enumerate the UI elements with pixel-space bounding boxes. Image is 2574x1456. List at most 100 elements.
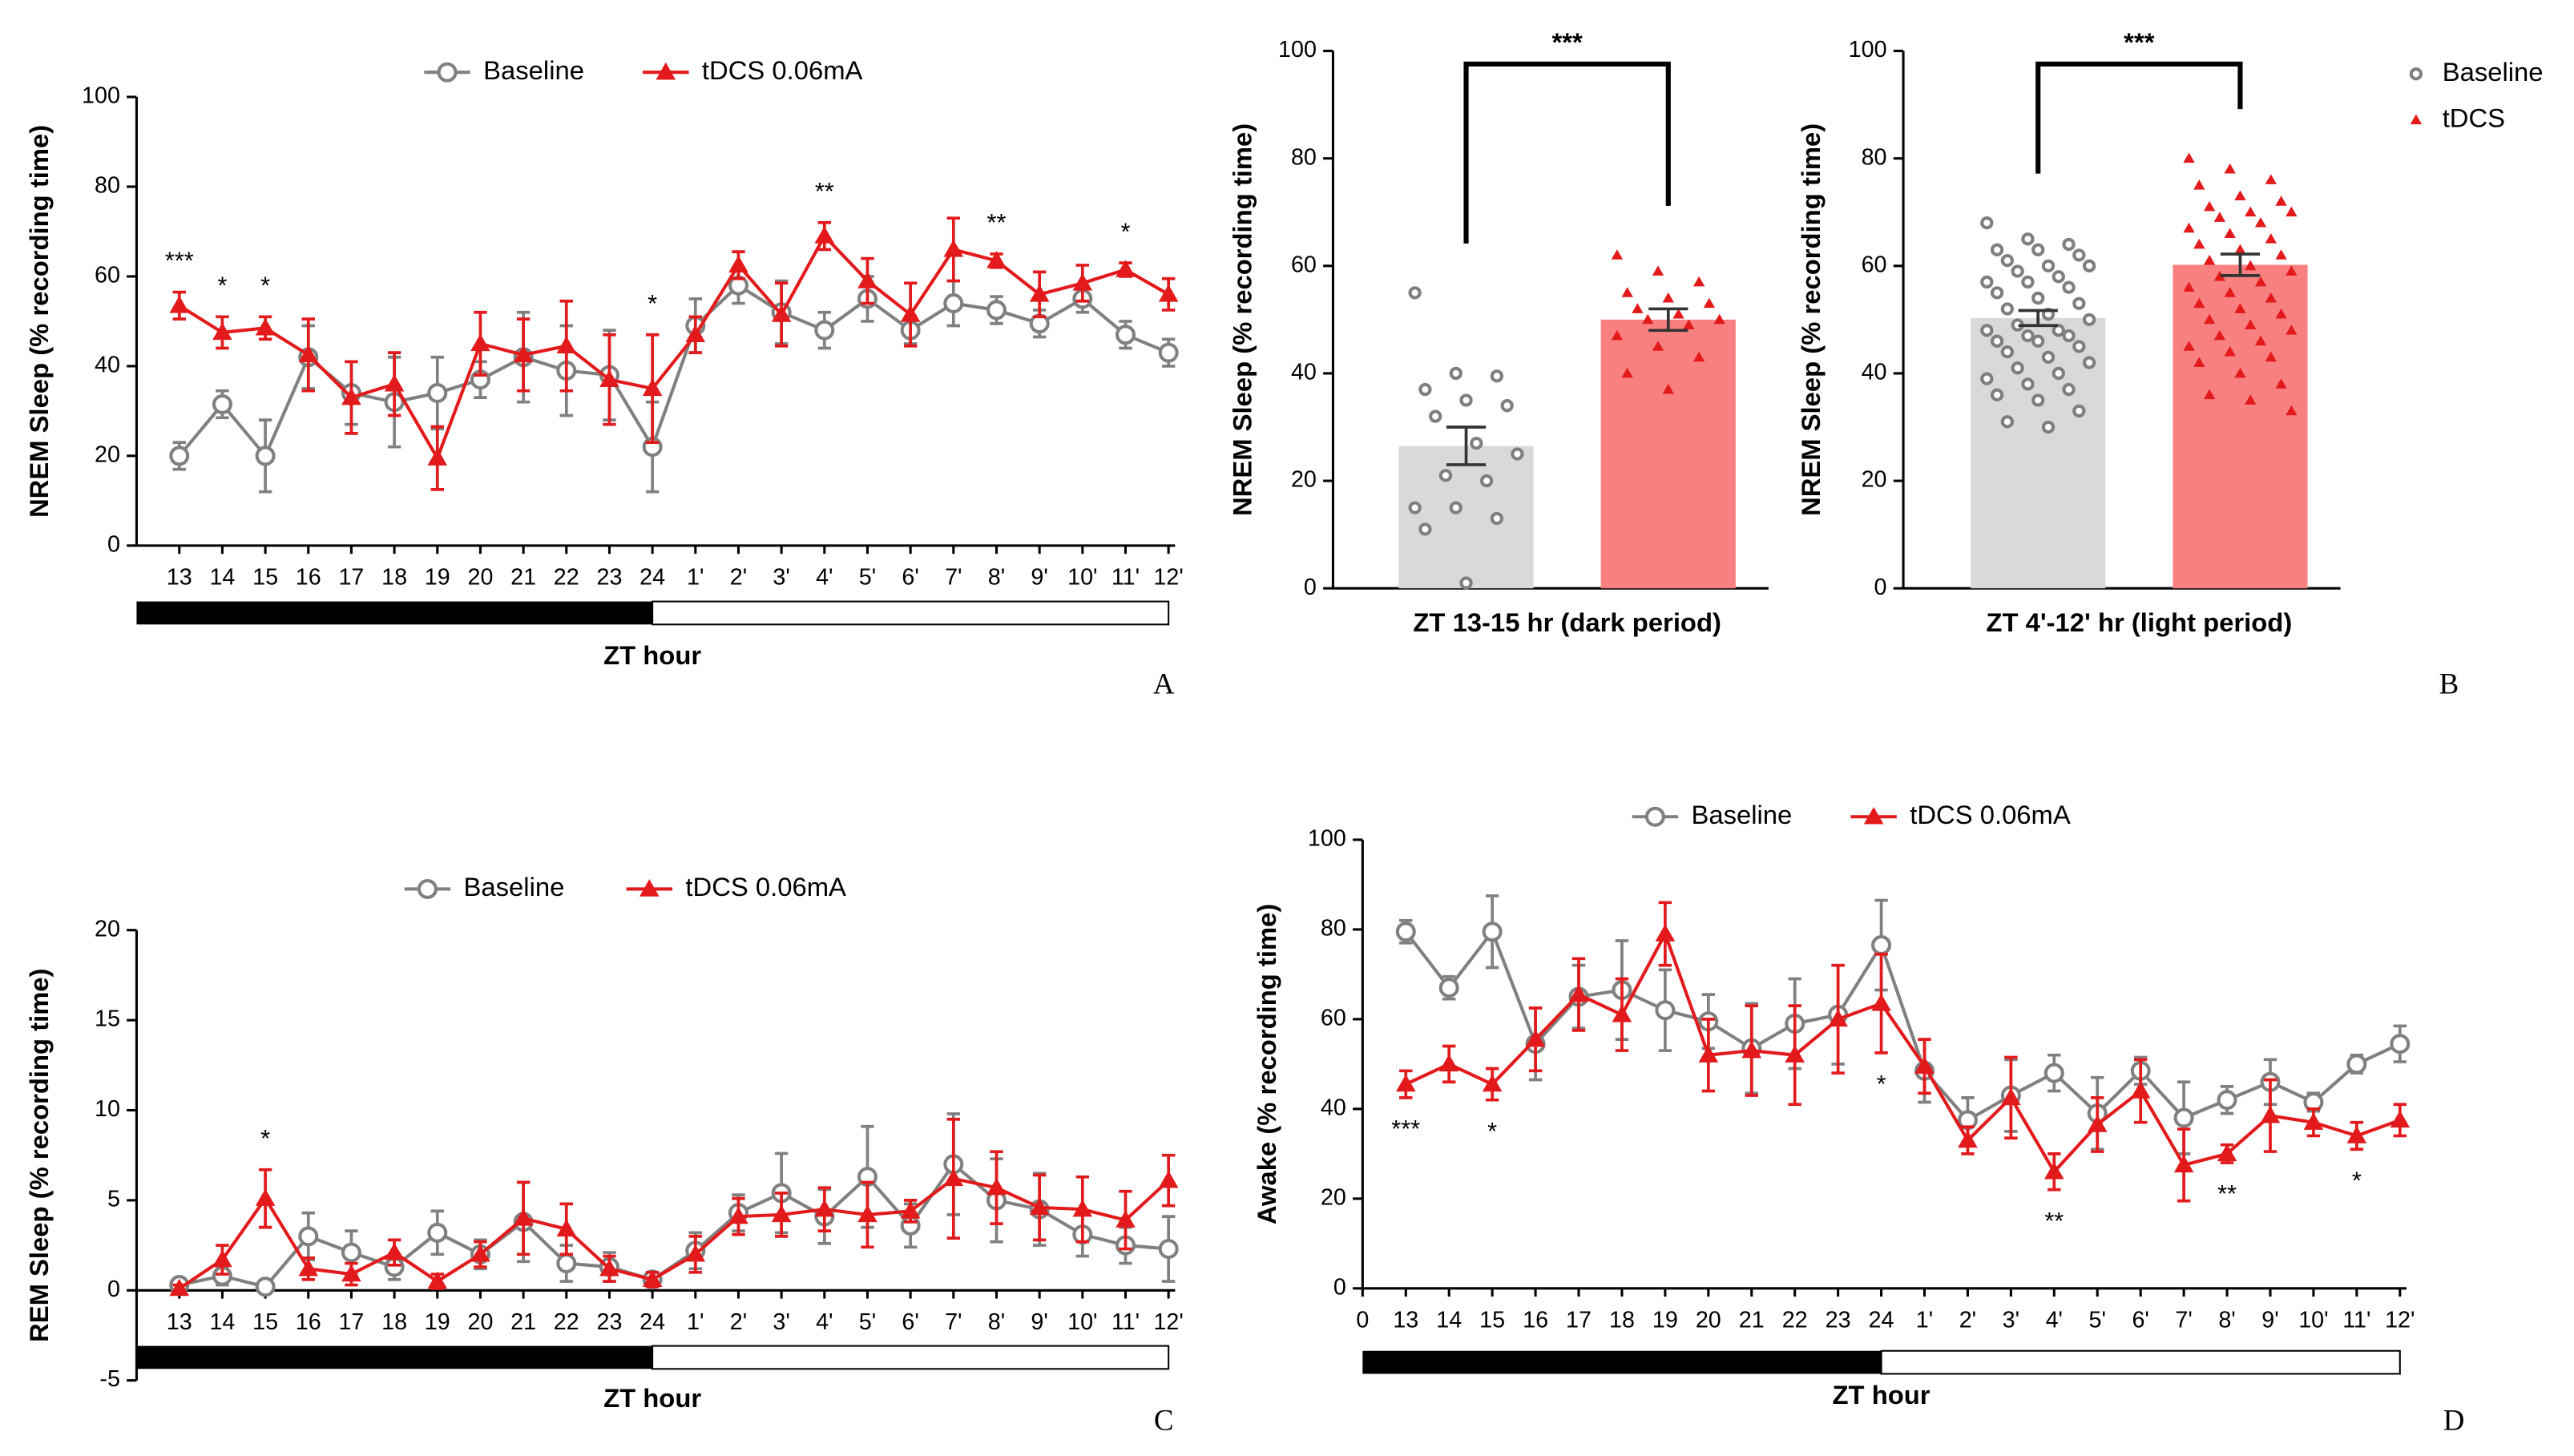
data-point bbox=[2286, 405, 2298, 416]
bar bbox=[1600, 319, 1736, 589]
data-point bbox=[2234, 303, 2246, 313]
error-bar bbox=[2220, 252, 2261, 277]
marker bbox=[2217, 1143, 2237, 1162]
x-tick-label: 3' bbox=[2003, 1307, 2019, 1333]
data-point bbox=[2031, 334, 2045, 348]
y-tick-label: 60 bbox=[1321, 1005, 1346, 1030]
y-tick-label: 0 bbox=[1874, 575, 1887, 600]
data-point bbox=[1418, 522, 1432, 536]
x-tick-label: 14 bbox=[1436, 1307, 1462, 1333]
data-point bbox=[2183, 152, 2195, 163]
marker bbox=[771, 1204, 792, 1223]
marker bbox=[1785, 1045, 1805, 1063]
dark-period-bar bbox=[136, 601, 653, 625]
data-point bbox=[2011, 264, 2024, 278]
marker bbox=[556, 1253, 577, 1274]
significance-label: ** bbox=[2217, 1180, 2237, 1208]
data-point bbox=[2245, 206, 2257, 217]
x-tick-label: 4' bbox=[2046, 1307, 2063, 1333]
marker bbox=[943, 1168, 964, 1187]
bar bbox=[1398, 446, 1534, 589]
marker bbox=[2087, 1115, 2108, 1132]
legend-marker bbox=[639, 879, 660, 897]
x-tick-label: 18 bbox=[381, 564, 407, 590]
data-point bbox=[2041, 350, 2056, 364]
data-point bbox=[1662, 292, 1674, 303]
x-tick-label: 23 bbox=[596, 564, 622, 590]
y-tick-label: 20 bbox=[1862, 467, 1887, 493]
x-tick-label: 24 bbox=[639, 1309, 665, 1335]
data-point bbox=[2265, 292, 2277, 303]
marker bbox=[341, 1242, 361, 1263]
y-tick-label: 80 bbox=[1321, 916, 1346, 942]
legend-label: Baseline bbox=[2443, 57, 2544, 87]
significance-label: *** bbox=[165, 247, 194, 275]
x-tick-label: 2' bbox=[730, 1309, 747, 1335]
y-tick-label: 15 bbox=[95, 1006, 120, 1032]
marker bbox=[1029, 284, 1050, 302]
data-point bbox=[2072, 296, 2086, 310]
marker bbox=[642, 378, 663, 397]
data-point bbox=[2082, 356, 2096, 369]
marker bbox=[1482, 922, 1503, 942]
marker bbox=[212, 393, 232, 415]
data-point bbox=[2234, 190, 2246, 201]
significance-label: * bbox=[217, 272, 227, 300]
y-tick-label: 100 bbox=[1308, 826, 1346, 852]
data-point bbox=[1511, 447, 1524, 461]
x-tick-label: 7' bbox=[945, 564, 962, 590]
data-point bbox=[2072, 340, 2086, 353]
marker bbox=[2043, 1063, 2064, 1083]
data-point bbox=[2213, 212, 2226, 222]
data-point bbox=[2052, 270, 2065, 284]
data-point bbox=[1449, 366, 1462, 381]
x-tick-label: 13 bbox=[1393, 1307, 1418, 1333]
x-tick-label: 19 bbox=[425, 564, 450, 590]
marker bbox=[1438, 1054, 1459, 1072]
data-point bbox=[1642, 313, 1654, 325]
data-point bbox=[2021, 329, 2035, 343]
x-tick-label: 22 bbox=[1782, 1307, 1808, 1333]
x-tick-label: 10' bbox=[1067, 564, 1097, 590]
marker bbox=[255, 446, 276, 466]
legend-marker bbox=[417, 878, 438, 899]
series-line bbox=[1405, 930, 2401, 1175]
x-tick-label: 14 bbox=[209, 1309, 235, 1335]
data-point bbox=[2052, 366, 2065, 381]
marker bbox=[1158, 1170, 1179, 1188]
data-point bbox=[2062, 329, 2076, 343]
y-tick-label: 40 bbox=[95, 352, 120, 377]
legend-marker bbox=[1644, 806, 1665, 827]
marker bbox=[1115, 325, 1136, 345]
x-axis-label: ZT hour bbox=[603, 640, 701, 670]
data-point bbox=[2193, 357, 2205, 367]
marker bbox=[2390, 1110, 2411, 1128]
data-point bbox=[2000, 345, 2015, 359]
legend-marker bbox=[656, 62, 676, 80]
data-point bbox=[2203, 313, 2216, 325]
data-point bbox=[2203, 200, 2216, 212]
marker bbox=[255, 1188, 276, 1206]
data-point bbox=[2193, 179, 2205, 190]
marker bbox=[1029, 1197, 1050, 1216]
significance-label: * bbox=[260, 1124, 270, 1152]
marker bbox=[341, 1264, 361, 1282]
data-point bbox=[2021, 275, 2035, 289]
data-point bbox=[2082, 313, 2096, 327]
x-tick-label: 2' bbox=[1959, 1307, 1976, 1333]
data-point bbox=[1692, 276, 1705, 287]
data-point bbox=[2031, 291, 2045, 305]
marker bbox=[1741, 1040, 1762, 1059]
x-axis-label: ZT hour bbox=[1833, 1380, 1930, 1410]
marker bbox=[814, 226, 835, 244]
y-tick-label: 100 bbox=[1849, 37, 1887, 63]
x-tick-label: 6' bbox=[902, 564, 918, 590]
data-point bbox=[2286, 206, 2298, 217]
y-tick-label: 10 bbox=[95, 1096, 120, 1122]
data-point bbox=[1459, 576, 1473, 590]
y-tick-label: 0 bbox=[107, 1277, 120, 1302]
marker bbox=[599, 1259, 619, 1277]
data-point bbox=[1980, 324, 1994, 337]
x-tick-label: 9' bbox=[1031, 1309, 1047, 1335]
significance-label: *** bbox=[2124, 27, 2155, 57]
